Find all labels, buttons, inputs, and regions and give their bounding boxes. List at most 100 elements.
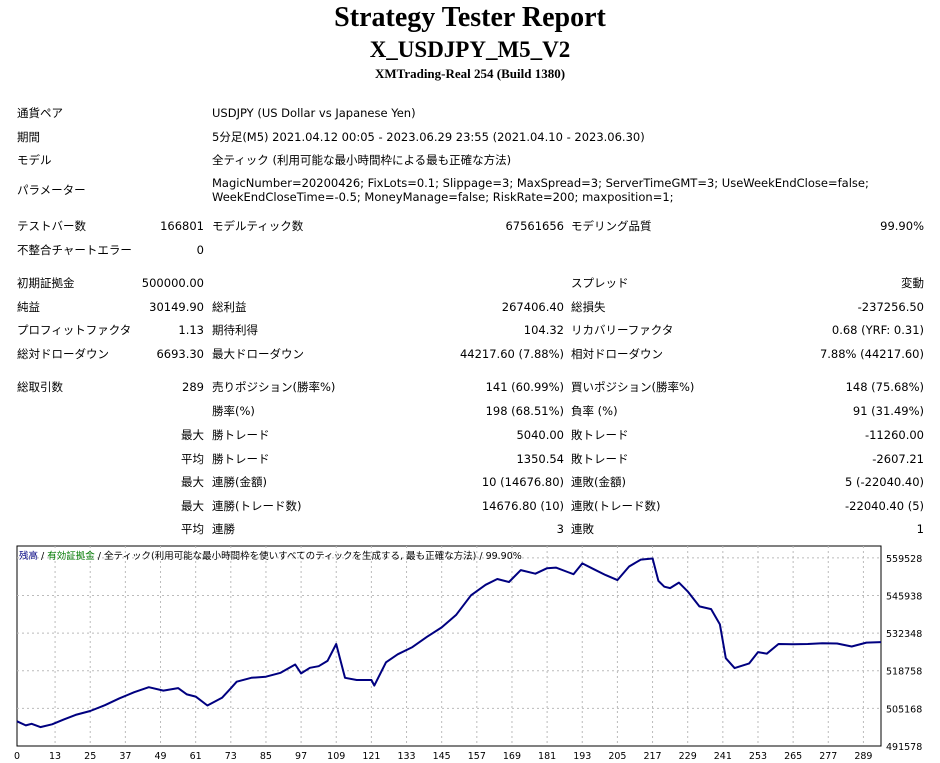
x-tick-label: 205 (608, 751, 626, 762)
ticks-label: モデルティック数 (212, 219, 304, 233)
average-win-value: 1350.54 (516, 452, 564, 466)
errors-label: 不整合チャートエラー (17, 243, 132, 257)
model-value: 全ティック (利用可能な最小時間枠による最も正確な方法) (212, 153, 512, 167)
quality-value: 99.90% (880, 219, 924, 233)
deposit-value: 500000.00 (141, 276, 204, 290)
x-tick-label: 13 (49, 751, 61, 762)
absolute-drawdown-value: 6693.30 (156, 347, 204, 361)
bars-value: 166801 (160, 219, 204, 233)
period-value: 5分足(M5) 2021.04.12 00:05 - 2023.06.29 23… (212, 130, 645, 144)
y-tick-label: 559528 (886, 554, 922, 565)
average-consecutive-wins-value: 3 (556, 522, 564, 536)
bars-label: テストバー数 (17, 219, 86, 233)
spread-value: 変動 (901, 276, 924, 290)
average-label-2: 平均 (181, 522, 204, 536)
profit-factor-label: プロフィットファクタ (17, 323, 132, 337)
maximal-label-2: 最大 (181, 499, 204, 513)
legend-separator-2: / (94, 551, 105, 562)
profit-factor-value: 1.13 (178, 323, 204, 337)
symbol-value: USDJPY (US Dollar vs Japanese Yen) (212, 106, 416, 120)
x-tick-label: 217 (643, 751, 661, 762)
y-tick-label: 505168 (886, 704, 922, 715)
symbol-label: 通貨ペア (17, 106, 63, 120)
average-loss-label: 敗トレード (571, 452, 629, 466)
x-tick-label: 253 (749, 751, 767, 762)
y-tick-label: 518758 (886, 667, 922, 678)
short-positions-label: 売りポジション(勝率%) (212, 380, 336, 394)
net-profit-value: 30149.90 (149, 300, 204, 314)
loss-rate-value: 91 (31.49%) (852, 404, 924, 418)
x-tick-label: 241 (714, 751, 732, 762)
gross-loss-value: -237256.50 (857, 300, 924, 314)
largest-win-label: 勝トレード (212, 428, 270, 442)
maximum-label-1: 最大 (181, 475, 204, 489)
consecutive-profit-value: 14676.80 (10) (481, 499, 564, 513)
expected-payoff-value: 104.32 (523, 323, 564, 337)
errors-value: 0 (196, 243, 204, 257)
parameters-label: パラメーター (17, 183, 86, 197)
net-profit-label: 純益 (17, 300, 40, 314)
x-tick-label: 169 (503, 751, 521, 762)
absolute-drawdown-label: 総対ドローダウン (17, 347, 109, 361)
x-tick-label: 181 (538, 751, 556, 762)
maximal-drawdown-value: 44217.60 (7.88%) (459, 347, 564, 361)
legend-model: 全ティック(利用可能な最小時間枠を使いすべてのティックを生成する, 最も正確な方… (104, 551, 477, 562)
consecutive-wins-amount-value: 10 (14676.80) (481, 475, 564, 489)
x-tick-label: 97 (295, 751, 307, 762)
gross-profit-value: 267406.40 (501, 300, 564, 314)
model-label: モデル (17, 153, 52, 167)
legend-separator-1: / (38, 551, 48, 562)
maximal-drawdown-label: 最大ドローダウン (212, 347, 304, 361)
parameters-line-1: MagicNumber=20200426; FixLots=0.1; Slipp… (212, 176, 869, 190)
x-tick-label: 0 (14, 751, 20, 762)
x-tick-label: 109 (327, 751, 345, 762)
average-consecutive-losses-value: 1 (916, 522, 924, 536)
x-tick-label: 37 (119, 751, 131, 762)
x-tick-label: 193 (573, 751, 591, 762)
loss-rate-label: 負率 (%) (571, 404, 618, 418)
period-label: 期間 (17, 130, 40, 144)
legend-separator-3: / (476, 551, 486, 562)
largest-loss-value: -11260.00 (864, 428, 924, 442)
short-positions-value: 141 (60.99%) (485, 380, 564, 394)
average-consecutive-losses-label: 連敗 (571, 522, 594, 536)
win-rate-label: 勝率(%) (212, 404, 255, 418)
y-tick-label: 545938 (886, 591, 922, 602)
average-loss-value: -2607.21 (872, 452, 924, 466)
largest-loss-label: 敗トレード (571, 428, 629, 442)
consecutive-loss-label: 連敗(トレード数) (571, 499, 661, 513)
relative-drawdown-value: 7.88% (44217.60) (819, 347, 924, 361)
consecutive-losses-amount-label: 連敗(金額) (571, 475, 626, 489)
deposit-label: 初期証拠金 (17, 276, 75, 290)
total-trades-value: 289 (182, 380, 204, 394)
y-tick-label: 532348 (886, 629, 922, 640)
consecutive-losses-amount-value: 5 (-22040.40) (845, 475, 924, 489)
largest-win-value: 5040.00 (516, 428, 564, 442)
legend-equity: 有効証拠金 (47, 551, 95, 562)
recovery-factor-value: 0.68 (YRF: 0.31) (831, 323, 924, 337)
total-trades-label: 総取引数 (17, 380, 63, 394)
x-tick-label: 61 (190, 751, 202, 762)
x-tick-label: 229 (679, 751, 697, 762)
server-build: XMTrading-Real 254 (Build 1380) (374, 66, 566, 81)
gross-loss-label: 総損失 (571, 300, 606, 314)
x-tick-label: 157 (468, 751, 486, 762)
x-tick-label: 73 (225, 751, 237, 762)
long-positions-label: 買いポジション(勝率%) (571, 380, 695, 394)
y-tick-label: 491578 (886, 742, 922, 753)
x-tick-label: 145 (433, 751, 451, 762)
long-positions-value: 148 (75.68%) (845, 380, 924, 394)
legend-quality: 99.90% (485, 551, 522, 562)
x-tick-label: 265 (784, 751, 802, 762)
gross-profit-label: 総利益 (212, 300, 247, 314)
ticks-value: 67561656 (505, 219, 564, 233)
win-rate-value: 198 (68.51%) (485, 404, 564, 418)
recovery-factor-label: リカバリーファクタ (571, 323, 674, 337)
chart-legend: 残高 / 有効証拠金 / 全ティック(利用可能な最小時間枠を使いすべてのティック… (19, 548, 522, 562)
x-tick-label: 85 (260, 751, 272, 762)
x-tick-label: 49 (154, 751, 166, 762)
chart-frame (16, 545, 882, 747)
balance-line (16, 557, 882, 729)
legend-balance: 残高 (19, 551, 39, 562)
